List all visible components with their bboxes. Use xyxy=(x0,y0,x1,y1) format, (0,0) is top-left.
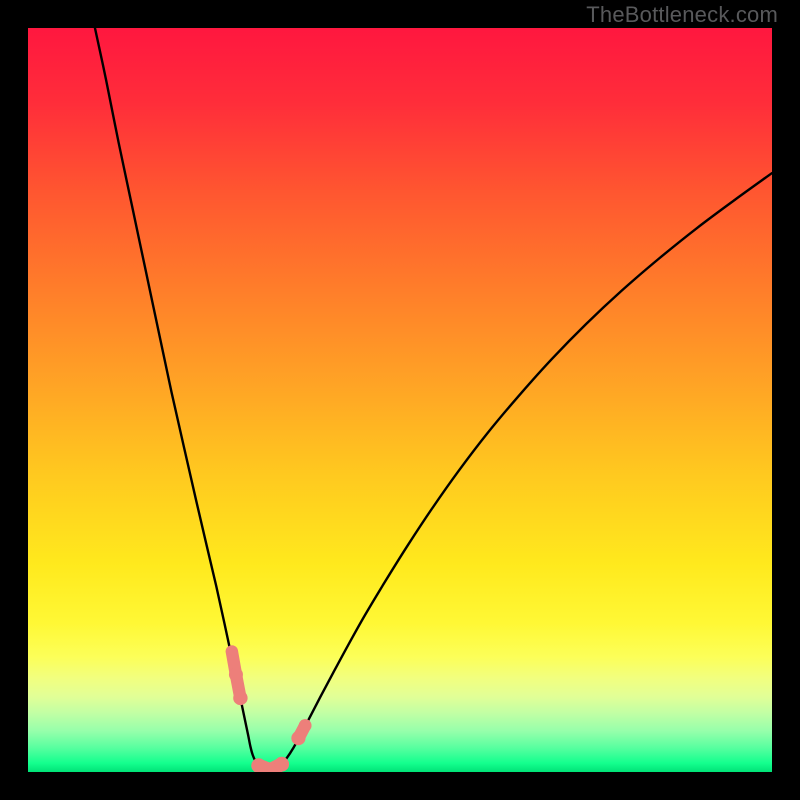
marker-dot xyxy=(226,645,238,657)
marker-dot xyxy=(233,691,247,705)
marker-dot xyxy=(274,757,289,772)
plot-area xyxy=(28,28,772,772)
marker-dot xyxy=(229,668,243,682)
gradient-background xyxy=(28,28,772,772)
marker-dot xyxy=(291,731,305,745)
marker-dot xyxy=(299,719,312,732)
chart-outer: TheBottleneck.com xyxy=(0,0,800,800)
watermark-text: TheBottleneck.com xyxy=(586,2,778,28)
chart-svg xyxy=(28,28,772,772)
